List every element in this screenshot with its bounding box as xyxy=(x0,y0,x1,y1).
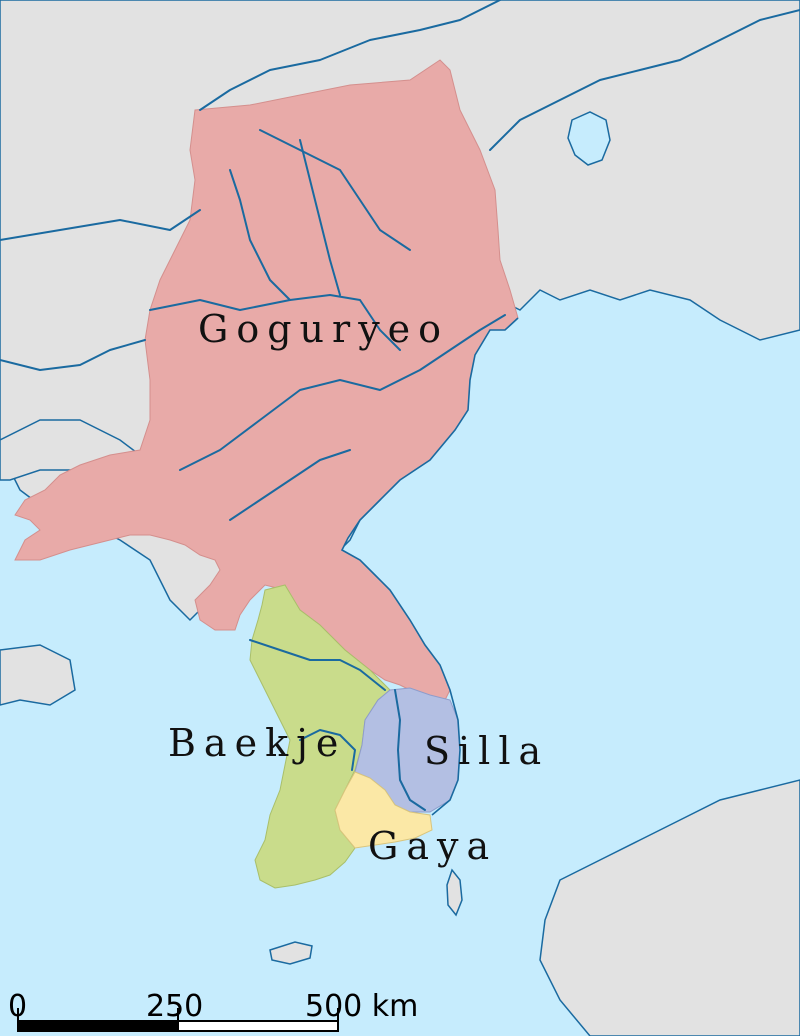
label-goguryeo: Goguryeo xyxy=(198,307,449,351)
river-ussuri xyxy=(489,9,800,151)
river-han xyxy=(249,639,386,691)
scale-label-500: 500 km xyxy=(305,989,418,1024)
river-upper-1 xyxy=(229,169,291,301)
kingdom-baekje xyxy=(249,584,391,889)
river-amur xyxy=(199,0,501,111)
shandong-land xyxy=(0,644,76,706)
river-north-mainland xyxy=(0,209,201,241)
kingdom-gaya xyxy=(334,771,433,849)
japan-honshu xyxy=(539,779,800,1036)
river-west-mainland xyxy=(0,339,146,371)
scale-label-0: 0 xyxy=(8,989,27,1024)
label-gaya: Gaya xyxy=(368,824,497,868)
scale-label-250: 250 xyxy=(146,989,203,1024)
river-yalu xyxy=(179,314,506,471)
river-nakdong xyxy=(394,689,426,811)
jeju-island xyxy=(269,941,313,965)
kingdom-silla xyxy=(354,687,461,813)
label-baekje: Baekje xyxy=(168,721,346,765)
lake-khanka xyxy=(567,111,611,166)
river-upper-2 xyxy=(299,139,341,296)
river-upper-3 xyxy=(259,129,411,251)
scale-bar: 0 250 500 km xyxy=(8,989,418,1032)
label-silla: Silla xyxy=(424,729,549,773)
river-geum xyxy=(299,729,356,771)
korea-east-coast xyxy=(340,317,519,816)
scale-bar-black-segment xyxy=(18,1021,178,1031)
river-liao xyxy=(149,294,401,351)
tsushima-island xyxy=(446,868,463,917)
river-taedong xyxy=(229,449,351,521)
